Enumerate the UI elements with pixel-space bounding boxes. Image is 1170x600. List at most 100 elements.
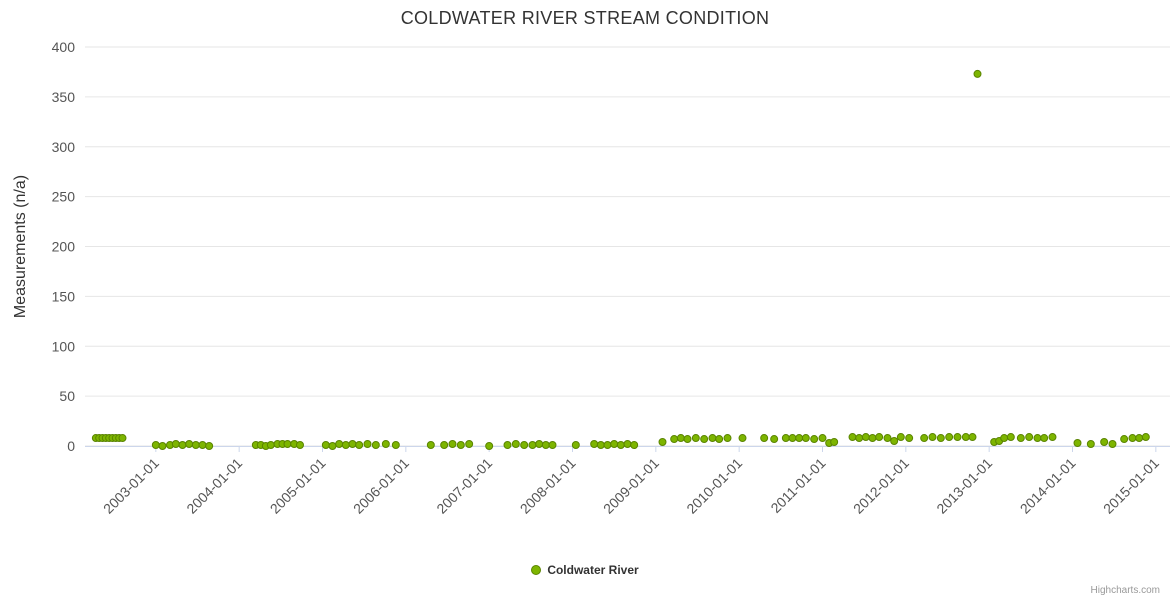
data-point[interactable] xyxy=(723,434,732,443)
y-axis-title: Measurements (n/a) xyxy=(12,175,29,318)
data-point[interactable] xyxy=(861,433,870,442)
x-tick-label: 2014-01-01 xyxy=(1017,455,1079,517)
data-point[interactable] xyxy=(708,434,717,443)
data-point[interactable] xyxy=(1025,433,1034,442)
data-point[interactable] xyxy=(738,434,747,443)
data-point[interactable] xyxy=(968,433,977,442)
data-point[interactable] xyxy=(770,435,779,444)
data-point[interactable] xyxy=(603,441,612,450)
data-point[interactable] xyxy=(868,434,877,443)
data-point[interactable] xyxy=(465,440,474,449)
data-point[interactable] xyxy=(623,440,632,449)
data-point[interactable] xyxy=(953,433,962,442)
data-point[interactable] xyxy=(795,434,804,443)
data-point[interactable] xyxy=(440,441,449,450)
data-point[interactable] xyxy=(920,434,929,443)
data-point[interactable] xyxy=(296,441,304,450)
data-point[interactable] xyxy=(890,437,899,446)
x-tick-label: 2011-01-01 xyxy=(767,455,828,516)
data-point[interactable] xyxy=(883,434,892,443)
data-point[interactable] xyxy=(670,435,679,444)
data-point[interactable] xyxy=(1128,434,1137,443)
data-point[interactable] xyxy=(485,442,494,450)
data-point[interactable] xyxy=(801,434,810,443)
data-point[interactable] xyxy=(1100,438,1109,447)
data-point[interactable] xyxy=(781,434,790,443)
data-point[interactable] xyxy=(571,441,580,450)
data-point[interactable] xyxy=(855,434,864,443)
data-point[interactable] xyxy=(335,440,344,449)
data-point[interactable] xyxy=(205,442,214,450)
credits-link[interactable]: Highcharts.com xyxy=(1090,585,1160,596)
data-point[interactable] xyxy=(355,441,364,450)
legend[interactable]: Coldwater River xyxy=(0,562,1170,580)
data-point[interactable] xyxy=(658,438,667,447)
data-point[interactable] xyxy=(683,435,692,444)
data-point[interactable] xyxy=(936,434,945,443)
data-point[interactable] xyxy=(700,435,709,444)
data-point[interactable] xyxy=(178,441,187,450)
data-point[interactable] xyxy=(616,441,625,450)
data-point[interactable] xyxy=(1033,434,1042,443)
data-point[interactable] xyxy=(448,440,457,449)
data-point[interactable] xyxy=(715,435,724,444)
data-point[interactable] xyxy=(691,434,700,443)
data-point[interactable] xyxy=(788,434,797,443)
data-point[interactable] xyxy=(1108,440,1117,449)
data-point[interactable] xyxy=(171,440,180,449)
data-point[interactable] xyxy=(1016,434,1025,443)
data-point[interactable] xyxy=(328,442,337,450)
data-point[interactable] xyxy=(610,440,619,449)
data-point[interactable] xyxy=(973,69,982,78)
data-point[interactable] xyxy=(503,441,512,450)
data-point[interactable] xyxy=(391,441,400,450)
data-point[interactable] xyxy=(341,441,350,450)
data-point[interactable] xyxy=(158,442,167,450)
data-point[interactable] xyxy=(905,434,914,443)
data-point[interactable] xyxy=(896,433,905,442)
data-point[interactable] xyxy=(1086,440,1095,449)
data-point[interactable] xyxy=(548,441,557,450)
data-point[interactable] xyxy=(945,433,954,442)
data-point[interactable] xyxy=(875,433,884,442)
data-point[interactable] xyxy=(760,434,769,443)
data-point[interactable] xyxy=(1141,433,1150,442)
data-point[interactable] xyxy=(266,441,275,450)
data-point[interactable] xyxy=(118,434,127,443)
data-point[interactable] xyxy=(1040,434,1049,443)
data-point[interactable] xyxy=(676,434,685,443)
data-point[interactable] xyxy=(185,440,194,449)
data-point[interactable] xyxy=(541,441,550,450)
data-point[interactable] xyxy=(511,440,520,449)
data-point[interactable] xyxy=(1120,435,1129,444)
data-point[interactable] xyxy=(321,441,330,450)
data-point[interactable] xyxy=(830,438,839,447)
data-point[interactable] xyxy=(810,435,819,444)
data-point[interactable] xyxy=(348,440,357,449)
data-point[interactable] xyxy=(1135,434,1144,443)
data-point[interactable] xyxy=(371,441,380,450)
data-point[interactable] xyxy=(630,441,639,450)
data-point[interactable] xyxy=(596,441,605,450)
data-point[interactable] xyxy=(426,441,435,450)
data-point[interactable] xyxy=(1006,433,1015,442)
data-point[interactable] xyxy=(928,433,937,442)
y-tick-label: 250 xyxy=(52,189,76,205)
data-point[interactable] xyxy=(381,440,390,449)
data-point[interactable] xyxy=(535,440,544,449)
data-point[interactable] xyxy=(198,441,207,450)
data-point[interactable] xyxy=(1000,434,1009,443)
data-point[interactable] xyxy=(848,433,857,442)
data-point[interactable] xyxy=(191,441,200,450)
data-point[interactable] xyxy=(363,440,372,449)
data-point[interactable] xyxy=(1073,439,1082,448)
data-point[interactable] xyxy=(151,441,160,450)
data-point[interactable] xyxy=(590,440,599,449)
data-point[interactable] xyxy=(961,433,970,442)
data-point[interactable] xyxy=(456,441,465,450)
data-point[interactable] xyxy=(1048,433,1057,442)
data-point[interactable] xyxy=(520,441,529,450)
data-point[interactable] xyxy=(283,440,292,449)
data-point[interactable] xyxy=(528,441,537,450)
data-point[interactable] xyxy=(818,434,827,443)
